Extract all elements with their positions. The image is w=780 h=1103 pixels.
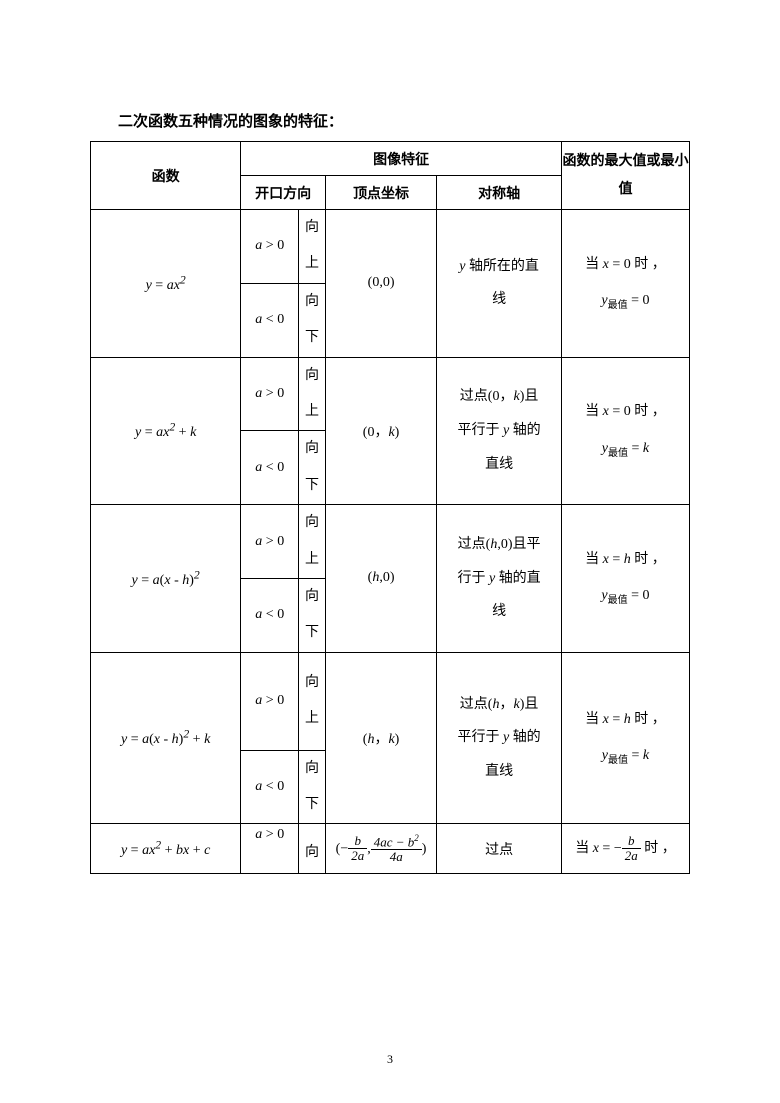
cond-cell: a > 0 — [241, 505, 299, 579]
vertex-cell: (−b2a,4ac − b24a) — [325, 824, 436, 874]
max-cell: 当 x = 0 时 ， y最值 = 0 — [561, 210, 689, 358]
table-row: y = ax2 + k a > 0 向上 (0，k) 过点(0，k)且平行于 y… — [91, 357, 690, 431]
cond-cell: a > 0 — [241, 210, 299, 284]
table-row: y = ax2 + bx + c a > 0 向 (−b2a,4ac − b24… — [91, 824, 690, 874]
fn-cell: y = ax2 — [91, 210, 241, 358]
table-row: y = ax2 a > 0 向上 (0,0) y 轴所在的直线 当 x = 0 … — [91, 210, 690, 284]
cond-cell: a < 0 — [241, 750, 299, 824]
axis-cell: 过点(0，k)且平行于 y 轴的直线 — [437, 357, 562, 505]
header-row-1: 函数 图像特征 函数的最大值或最小值 — [91, 142, 690, 176]
cond-cell: a > 0 — [241, 357, 299, 431]
dir-cell: 向上 — [299, 505, 326, 579]
header-vertex: 顶点坐标 — [325, 176, 436, 210]
dir-cell: 向下 — [299, 750, 326, 824]
header-axis: 对称轴 — [437, 176, 562, 210]
max-cell: 当 x = h 时 ， y最值 = k — [561, 652, 689, 824]
page-title: 二次函数五种情况的图象的特征： — [90, 110, 690, 131]
header-opening: 开口方向 — [241, 176, 326, 210]
fn-cell: y = a(x - h)2 — [91, 505, 241, 653]
table-row: y = a(x - h)2 a > 0 向上 (h,0) 过点(h,0)且平行于… — [91, 505, 690, 579]
fn-cell: y = ax2 + k — [91, 357, 241, 505]
axis-cell: 过点(h，k)且平行于 y 轴的直线 — [437, 652, 562, 824]
dir-cell: 向下 — [299, 431, 326, 505]
table-row: y = a(x - h)2 + k a > 0 向上 (h，k) 过点(h，k)… — [91, 652, 690, 750]
header-img-feature: 图像特征 — [241, 142, 562, 176]
axis-cell: 过点 — [437, 824, 562, 874]
cond-cell: a < 0 — [241, 431, 299, 505]
vertex-cell: (0，k) — [325, 357, 436, 505]
vertex-cell: (h，k) — [325, 652, 436, 824]
vertex-cell: (0,0) — [325, 210, 436, 358]
vertex-cell: (h,0) — [325, 505, 436, 653]
page-number: 3 — [0, 1052, 780, 1067]
max-cell: 当 x = 0 时 ， y最值 = k — [561, 357, 689, 505]
header-fn: 函数 — [91, 142, 241, 210]
cond-cell: a > 0 — [241, 824, 299, 874]
axis-cell: y 轴所在的直线 — [437, 210, 562, 358]
max-cell: 当 x = −b2a 时 ， — [561, 824, 689, 874]
dir-cell: 向下 — [299, 578, 326, 652]
quadratic-table: 函数 图像特征 函数的最大值或最小值 开口方向 顶点坐标 对称轴 y = ax2… — [90, 141, 690, 874]
cond-cell: a < 0 — [241, 578, 299, 652]
dir-cell: 向上 — [299, 357, 326, 431]
cond-cell: a < 0 — [241, 283, 299, 357]
dir-cell: 向上 — [299, 210, 326, 284]
dir-cell: 向 — [299, 824, 326, 874]
fn-cell: y = a(x - h)2 + k — [91, 652, 241, 824]
max-cell: 当 x = h 时 ， y最值 = 0 — [561, 505, 689, 653]
dir-cell: 向上 — [299, 652, 326, 750]
dir-cell: 向下 — [299, 283, 326, 357]
cond-cell: a > 0 — [241, 652, 299, 750]
axis-cell: 过点(h,0)且平行于 y 轴的直线 — [437, 505, 562, 653]
header-maxmin: 函数的最大值或最小值 — [561, 142, 689, 210]
fn-cell: y = ax2 + bx + c — [91, 824, 241, 874]
